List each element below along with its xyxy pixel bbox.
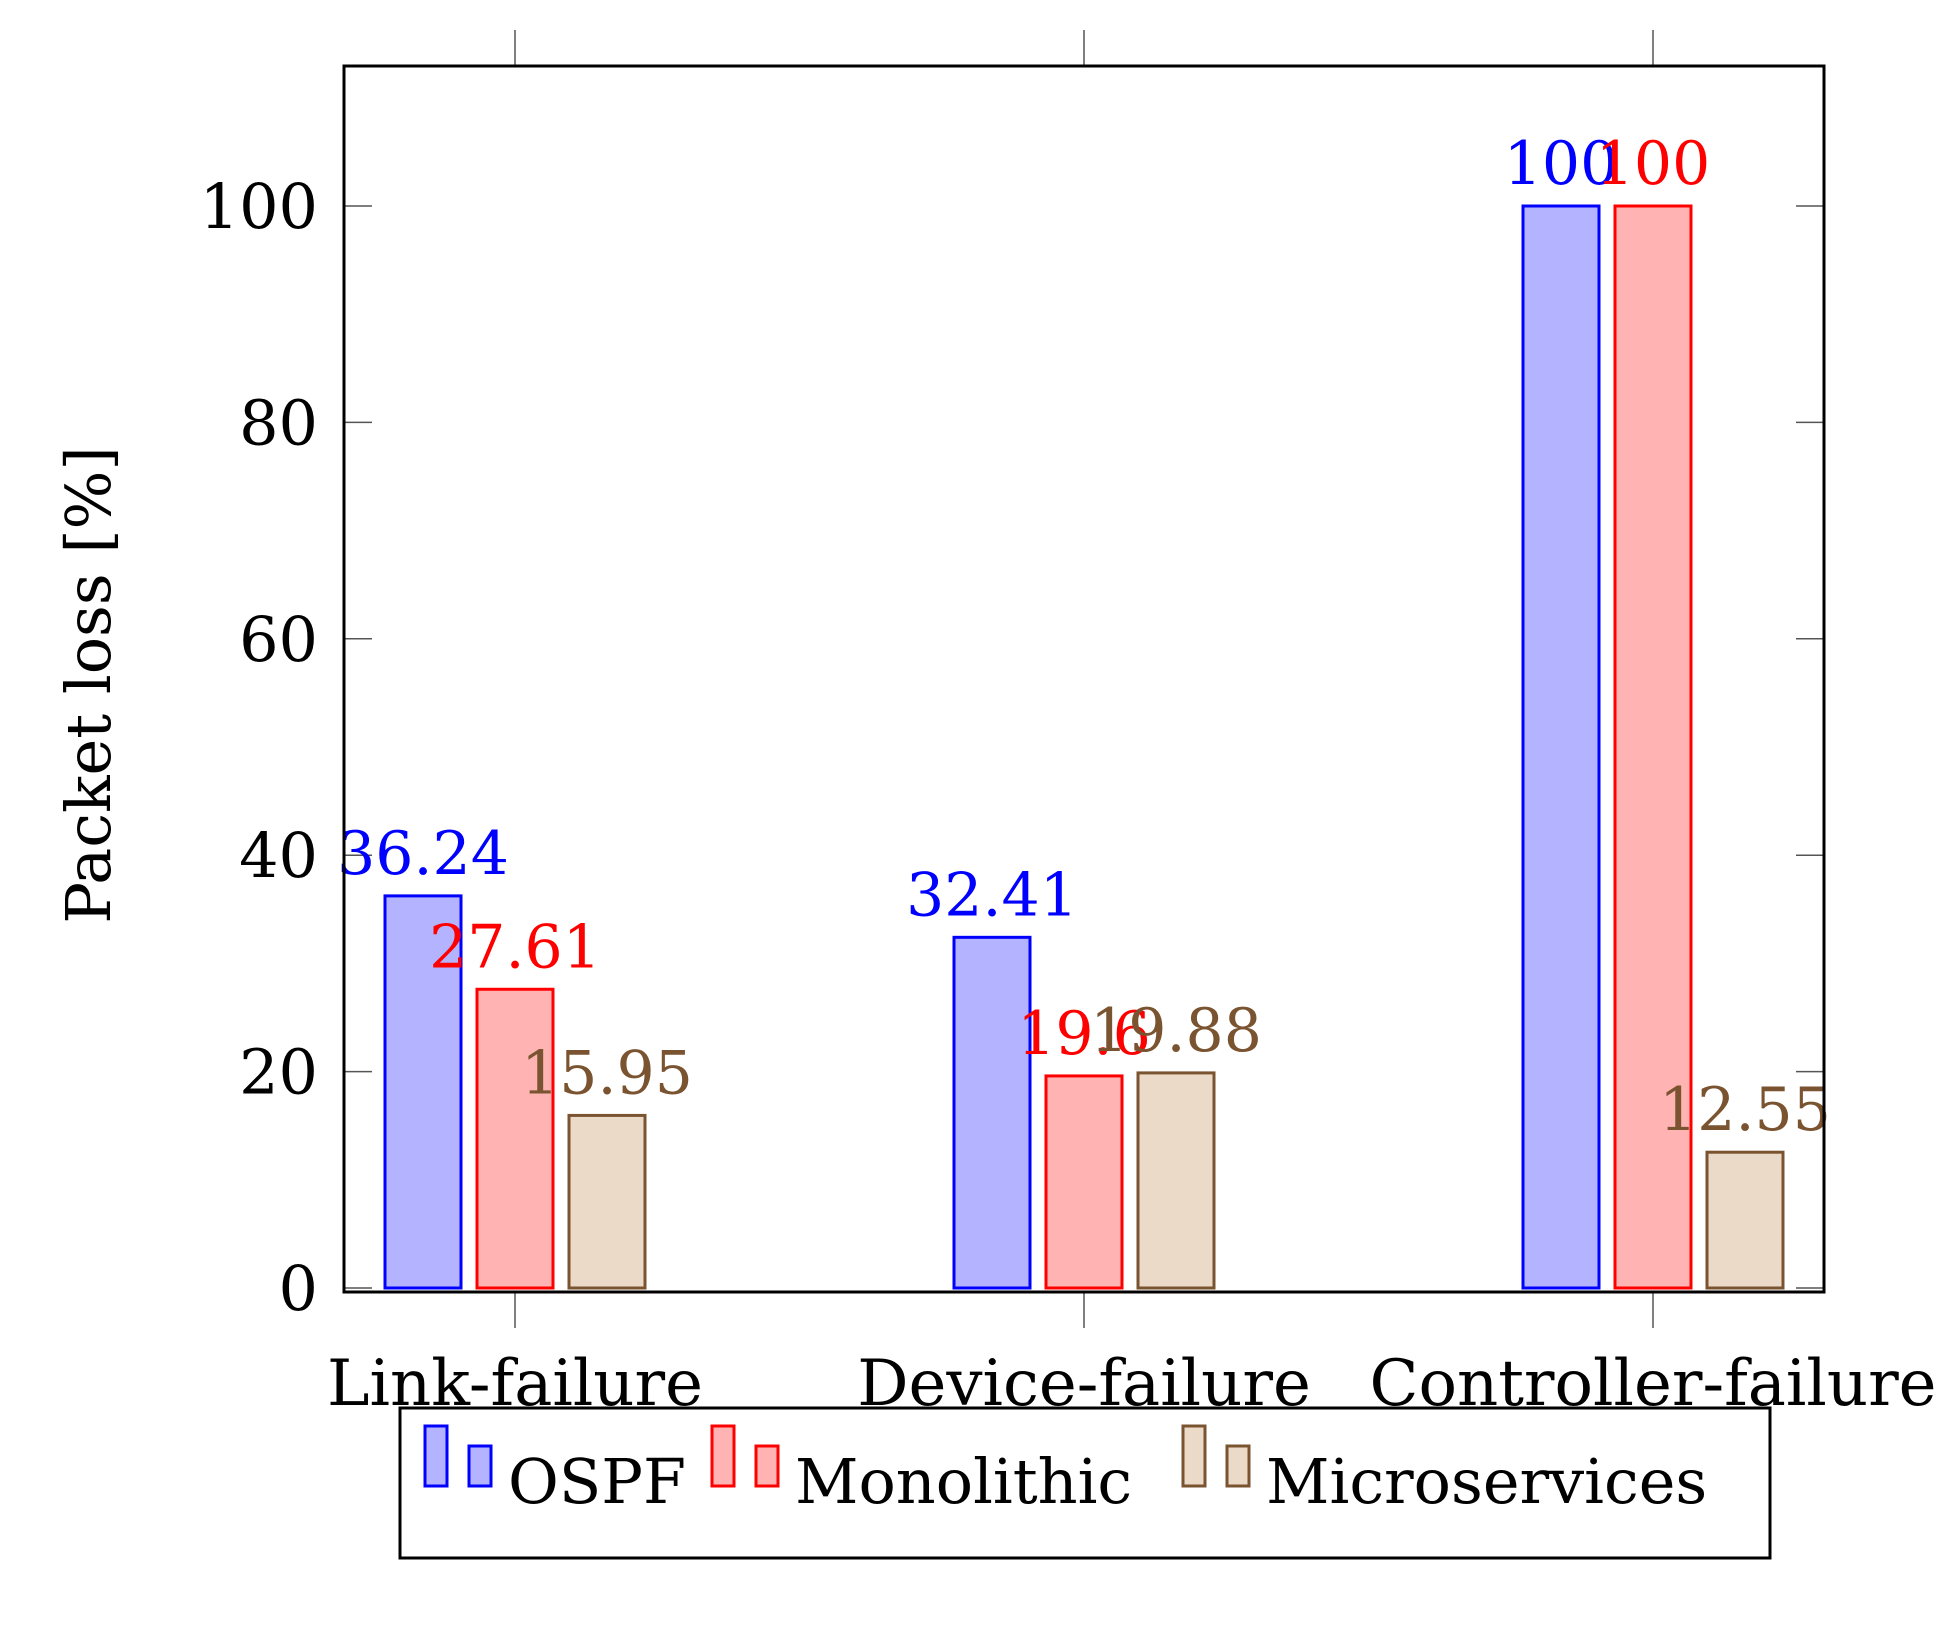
legend-entry-monolithic: Monolithic — [710, 1424, 1132, 1518]
legend-swatch-short — [467, 1444, 493, 1488]
bar-monolithic-link-failure — [475, 987, 555, 1290]
data-label: 36.24 — [337, 819, 509, 889]
data-label: 19.6 — [1017, 999, 1151, 1069]
legend-swatch-tall — [423, 1424, 449, 1488]
bar-ospf-link-failure — [383, 894, 463, 1290]
legend-label: OSPF — [508, 1445, 686, 1518]
axis-ticks — [344, 30, 1824, 1328]
y-tick-label: 100 — [200, 170, 318, 243]
y-tick-labels: 0 20 40 60 80 100 — [200, 170, 318, 1325]
y-tick-label: 20 — [239, 1036, 318, 1109]
y-tick-label: 40 — [239, 819, 318, 892]
legend-label: Microservices — [1266, 1445, 1707, 1518]
data-labels: 36.24 32.41 100 27.61 19.6 100 15.95 19.88 12.55 — [337, 129, 1831, 1145]
y-axis-title: Packet loss [%] — [52, 446, 125, 923]
bar-microservices-controller-failure — [1705, 1150, 1785, 1290]
bar-monolithic-device-failure — [1044, 1074, 1124, 1290]
legend-swatch-short — [1225, 1444, 1251, 1488]
data-label: 32.41 — [906, 860, 1078, 930]
legend-swatch-short — [754, 1444, 780, 1488]
bar-microservices-link-failure — [567, 1113, 647, 1290]
data-label: 27.61 — [429, 912, 601, 982]
legend-label: Monolithic — [795, 1445, 1132, 1518]
legend-frame — [398, 1406, 1772, 1560]
bar-ospf-device-failure — [952, 935, 1032, 1290]
bars — [383, 204, 1785, 1290]
bar-ospf-controller-failure — [1521, 204, 1601, 1290]
legend-entry-microservices: Microservices — [1181, 1424, 1707, 1518]
plot-frame — [342, 64, 1826, 1294]
legend: OSPF Monolithic Microservices — [398, 1406, 1772, 1560]
y-tick-label: 60 — [239, 603, 318, 676]
legend-swatch-tall — [710, 1424, 736, 1488]
data-label: 12.55 — [1659, 1075, 1831, 1145]
data-label: 19.88 — [1090, 996, 1262, 1066]
bar-monolithic-controller-failure — [1613, 204, 1693, 1290]
data-label: 15.95 — [521, 1038, 693, 1108]
legend-entry-ospf: OSPF — [423, 1424, 686, 1518]
legend-swatch-tall — [1181, 1424, 1207, 1488]
y-tick-label: 0 — [279, 1252, 318, 1325]
bar-microservices-device-failure — [1136, 1071, 1216, 1290]
data-label: 100 — [1596, 129, 1711, 199]
data-label: 100 — [1504, 129, 1619, 199]
y-tick-label: 80 — [239, 386, 318, 459]
